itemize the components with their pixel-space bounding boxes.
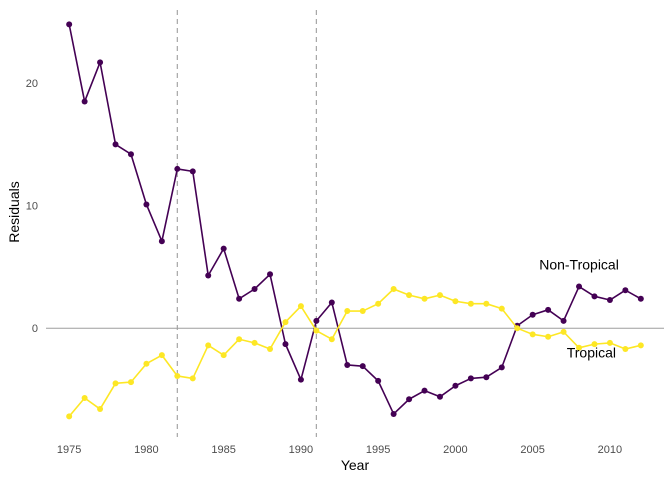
data-point-non-tropical (637, 295, 644, 302)
data-point-non-tropical (97, 59, 104, 66)
data-point-tropical (637, 342, 644, 349)
data-point-non-tropical (267, 271, 274, 278)
data-point-non-tropical (606, 297, 613, 304)
x-axis-title: Year (341, 457, 370, 473)
data-point-non-tropical (576, 283, 583, 290)
data-point-tropical (545, 333, 552, 340)
data-point-tropical (498, 305, 505, 312)
data-point-tropical (158, 352, 165, 359)
data-point-non-tropical (622, 287, 629, 294)
data-point-tropical (560, 328, 567, 335)
data-point-non-tropical (498, 364, 505, 371)
data-point-non-tropical (406, 396, 413, 403)
data-point-tropical (220, 352, 227, 359)
data-point-non-tropical (328, 299, 335, 306)
data-point-non-tropical (483, 374, 490, 381)
series-line-non-tropical (68, 24, 642, 415)
data-point-non-tropical (81, 98, 88, 105)
data-point-tropical (576, 344, 583, 351)
series-label-tropical: Tropical (567, 345, 616, 361)
x-axis-tick-labels: 1975 1980 1985 1990 1995 2000 2005 2010 (57, 444, 622, 456)
data-point-tropical (452, 298, 459, 305)
data-point-non-tropical (344, 361, 351, 368)
reference-lines (176, 10, 317, 437)
series-group (66, 21, 644, 420)
data-point-tropical (267, 346, 274, 353)
data-point-tropical (359, 308, 366, 315)
data-point-non-tropical (390, 410, 397, 417)
data-point-tropical (622, 346, 629, 353)
data-point-non-tropical (452, 382, 459, 389)
data-point-non-tropical (436, 393, 443, 400)
x-tick-label: 2010 (598, 444, 622, 456)
data-point-tropical (421, 295, 428, 302)
data-point-non-tropical (560, 317, 567, 324)
data-point-tropical (529, 331, 536, 338)
data-point-non-tropical (297, 376, 304, 383)
data-point-tropical (127, 379, 134, 386)
data-point-non-tropical (359, 363, 366, 370)
data-point-tropical (344, 308, 351, 315)
data-point-non-tropical (174, 165, 181, 172)
data-point-non-tropical (205, 272, 212, 279)
data-point-non-tropical (127, 151, 134, 158)
data-point-non-tropical (158, 238, 165, 245)
data-point-tropical (375, 300, 382, 307)
data-point-non-tropical (375, 377, 382, 384)
data-point-non-tropical (545, 306, 552, 313)
series-line-tropical (68, 288, 642, 417)
data-point-tropical (591, 341, 598, 348)
data-point-tropical (467, 300, 474, 307)
data-point-tropical (436, 292, 443, 299)
data-point-non-tropical (251, 285, 258, 292)
y-axis-title: Residuals (6, 181, 22, 242)
x-tick-label: 1980 (134, 444, 158, 456)
y-tick-label: 20 (26, 78, 38, 90)
data-point-non-tropical (112, 141, 119, 148)
data-point-tropical (514, 325, 521, 332)
x-tick-label: 2005 (520, 444, 544, 456)
data-point-non-tropical (220, 245, 227, 252)
data-point-tropical (390, 285, 397, 292)
y-axis-tick-labels: 0 10 20 (26, 78, 38, 335)
data-point-non-tropical (591, 293, 598, 300)
data-point-tropical (205, 342, 212, 349)
data-point-non-tropical (236, 295, 243, 302)
data-point-tropical (236, 336, 243, 343)
data-point-non-tropical (467, 375, 474, 382)
x-tick-label: 1995 (366, 444, 390, 456)
data-point-non-tropical (143, 201, 150, 208)
y-tick-label: 0 (32, 323, 38, 335)
data-point-non-tropical (282, 341, 289, 348)
y-tick-label: 10 (26, 201, 38, 213)
x-tick-label: 1990 (289, 444, 313, 456)
data-point-tropical (143, 360, 150, 367)
data-point-non-tropical (66, 21, 73, 28)
data-point-tropical (174, 372, 181, 379)
data-point-tropical (251, 339, 258, 346)
data-point-tropical (189, 375, 196, 382)
data-point-non-tropical (189, 168, 196, 175)
x-tick-label: 1975 (57, 444, 81, 456)
data-point-non-tropical (313, 317, 320, 324)
data-point-tropical (606, 339, 613, 346)
data-point-non-tropical (421, 387, 428, 394)
data-point-tropical (97, 406, 104, 413)
x-tick-label: 2000 (443, 444, 467, 456)
series-annotations: Non-Tropical Tropical (539, 256, 619, 360)
data-point-tropical (112, 380, 119, 387)
data-point-tropical (313, 327, 320, 334)
data-point-tropical (328, 336, 335, 343)
series-label-non-tropical: Non-Tropical (539, 256, 619, 272)
data-point-tropical (66, 413, 73, 420)
data-point-tropical (81, 395, 88, 402)
data-point-tropical (297, 303, 304, 310)
data-point-tropical (483, 300, 490, 307)
data-point-tropical (282, 319, 289, 326)
data-point-non-tropical (529, 311, 536, 318)
x-tick-label: 1985 (211, 444, 235, 456)
data-point-tropical (406, 292, 413, 299)
